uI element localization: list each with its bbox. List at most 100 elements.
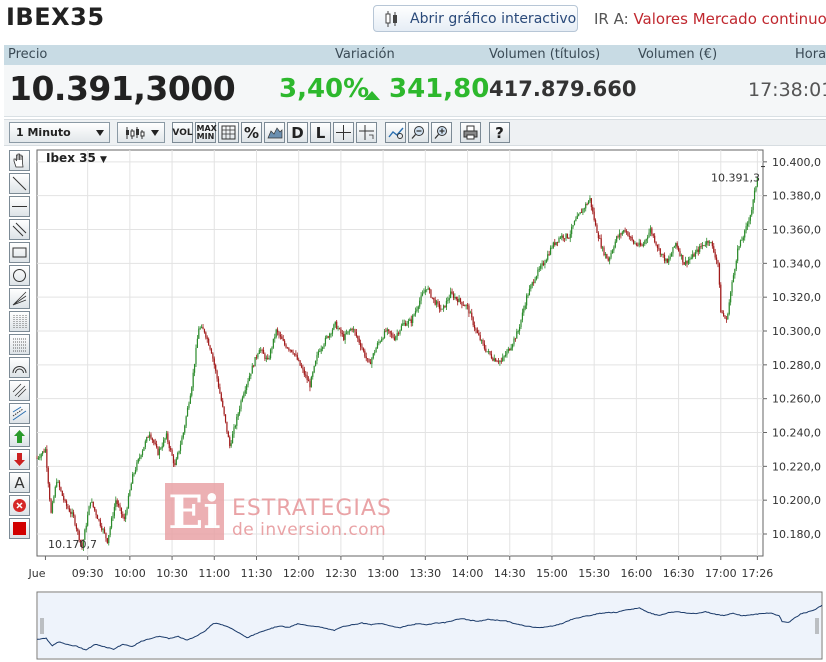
candle-body <box>284 340 286 345</box>
candle-body <box>485 348 487 352</box>
candle-body <box>300 365 303 368</box>
channel-tool[interactable] <box>9 380 30 401</box>
symbol-select[interactable]: Ibex 35 ▼ <box>46 151 107 165</box>
candle-body <box>502 357 504 361</box>
candle-body <box>509 348 511 351</box>
fan-tool[interactable] <box>9 288 30 309</box>
candle-body <box>182 432 184 438</box>
chart-type-select[interactable] <box>117 122 165 143</box>
trend-line-tool[interactable] <box>9 173 30 194</box>
candle-body <box>223 406 225 415</box>
open-interactive-chart-button[interactable]: Abrir gráfico interactivo <box>373 5 578 32</box>
interval-select[interactable]: 1 Minuto <box>9 122 110 143</box>
candle-body <box>541 263 543 266</box>
candle-body <box>734 268 736 276</box>
valores-mercado-link[interactable]: Valores Mercado continuo <box>633 10 826 28</box>
watermark-line1: ESTRATEGIAS <box>232 496 392 521</box>
help-button[interactable]: ? <box>489 122 510 143</box>
candle-body <box>360 342 362 347</box>
candle-body <box>275 329 277 338</box>
candle-body <box>67 505 69 509</box>
area-chart-button[interactable] <box>264 122 285 143</box>
candle-body <box>362 348 365 351</box>
candle-body <box>341 333 343 335</box>
parallel-lines-tool[interactable] <box>9 219 30 240</box>
sell-signal-tool[interactable] <box>9 449 30 470</box>
candle-body <box>483 343 486 349</box>
candle-body <box>479 335 481 341</box>
candle-body <box>561 235 563 238</box>
text-icon: A <box>14 473 25 492</box>
candle-body <box>594 220 597 226</box>
crosshair-value-button[interactable] <box>356 122 377 143</box>
candle-body <box>496 361 498 363</box>
min-price-label: 10.170,7 <box>48 538 97 551</box>
candle-body <box>466 305 469 307</box>
candle-body <box>109 527 111 536</box>
candle-body <box>186 407 189 417</box>
color-tool[interactable] <box>9 518 30 539</box>
candle-body <box>672 247 674 254</box>
text-tool[interactable]: A <box>9 472 30 493</box>
candle-body <box>406 323 408 326</box>
candle-body <box>687 260 690 264</box>
x-tick-label: 12:00 <box>283 567 315 580</box>
candle-body <box>441 308 443 310</box>
candle-body <box>316 355 318 361</box>
candle-body <box>400 325 403 331</box>
candle-body <box>637 244 639 246</box>
zoom-in-button[interactable] <box>431 122 452 143</box>
candle-body <box>542 263 545 266</box>
candle-body <box>198 328 200 339</box>
candle-body <box>146 437 148 442</box>
linear-button-label: L <box>315 123 326 142</box>
compare-button[interactable] <box>385 122 406 143</box>
candle-body <box>690 257 692 259</box>
candle-body <box>237 413 239 417</box>
candle-body <box>168 441 170 449</box>
percent-button[interactable]: % <box>241 122 262 143</box>
candle-body <box>390 333 393 335</box>
candle-body <box>489 351 491 355</box>
candle-body <box>298 359 300 361</box>
candle-body <box>704 244 706 246</box>
hand-tool[interactable] <box>9 150 30 171</box>
candle-body <box>299 360 301 366</box>
volume-button[interactable]: VOL <box>172 122 193 143</box>
x-tick-label: 15:30 <box>578 567 610 580</box>
candle-body <box>154 442 156 444</box>
linear-button[interactable]: L <box>310 122 331 143</box>
print-button[interactable] <box>460 122 481 143</box>
candle-body <box>91 501 93 503</box>
y-tick-label: 10.180,0 <box>772 528 821 541</box>
fib-time-tool[interactable] <box>9 311 30 332</box>
buy-signal-tool[interactable] <box>9 426 30 447</box>
zoom-out-button[interactable] <box>408 122 429 143</box>
candle-body <box>177 452 179 459</box>
fib-retracement-tool[interactable] <box>9 334 30 355</box>
daily-button[interactable]: D <box>287 122 308 143</box>
candle-body <box>389 331 391 334</box>
crosshair-button[interactable] <box>333 122 354 143</box>
candle-body <box>381 339 383 342</box>
candle-body <box>468 305 470 314</box>
candle-body <box>440 308 442 310</box>
arc-tool[interactable] <box>9 357 30 378</box>
candle-body <box>392 334 394 338</box>
up-arrow-icon <box>364 91 380 100</box>
delete-drawings-tool[interactable] <box>9 495 30 516</box>
horizontal-line-tool[interactable] <box>9 196 30 217</box>
rectangle-tool[interactable] <box>9 242 30 263</box>
candle-body <box>288 348 290 350</box>
circle-tool[interactable] <box>9 265 30 286</box>
candle-body <box>661 253 663 255</box>
regression-tool[interactable] <box>9 403 30 424</box>
maxmin-button[interactable]: MAX MIN <box>195 122 217 143</box>
grid-button[interactable] <box>218 122 239 143</box>
candle-body <box>443 305 445 309</box>
candle-body <box>141 450 144 456</box>
candle-body <box>655 241 657 245</box>
candle-body <box>216 370 218 379</box>
candle-body <box>647 237 649 240</box>
